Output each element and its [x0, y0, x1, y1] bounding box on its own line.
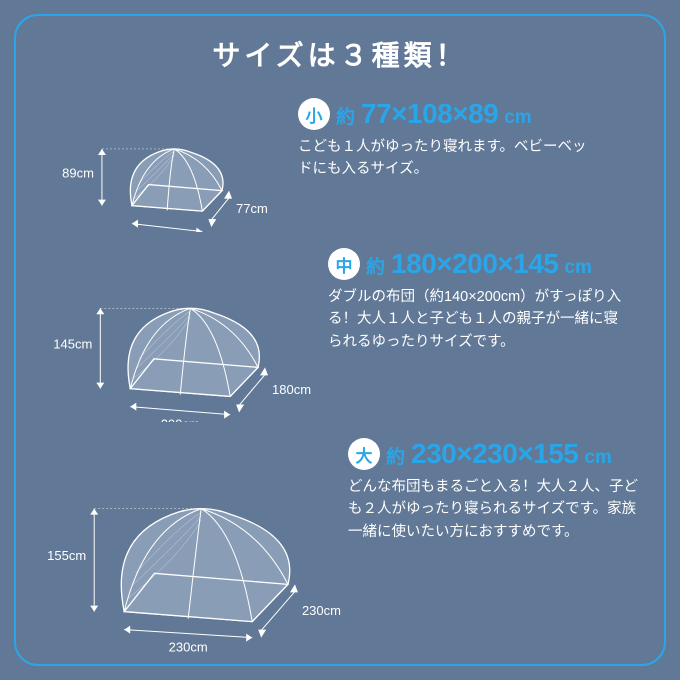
dimensions: 180×200×145: [391, 248, 558, 280]
title: サイズは３種類！: [38, 34, 642, 74]
size-badge: 大: [348, 438, 380, 470]
size-badge: 中: [328, 248, 360, 280]
approx-label: 約: [366, 252, 385, 279]
unit: cm: [564, 257, 591, 279]
diagram: 89cm108cm77cm: [38, 92, 298, 232]
unit: cm: [584, 447, 611, 469]
unit: cm: [504, 107, 531, 129]
tent-icon: 145cm 200cm 180cm: [38, 242, 328, 422]
svg-text:180cm: 180cm: [272, 382, 311, 397]
svg-text:230cm: 230cm: [169, 640, 208, 652]
size-row-1: 145cm 200cm 180cm 中 約180×200×145 cm ダブルの布団（…: [38, 242, 642, 422]
headline: 大 約230×230×155 cm: [348, 438, 642, 470]
svg-text:77cm: 77cm: [236, 201, 268, 216]
size-row-2: 155cm 230cm 230cm 大 約230×230×155 cm どんな布団もま…: [38, 432, 642, 652]
headline: 小 約77×108×89 cm: [298, 98, 642, 130]
svg-text:230cm: 230cm: [302, 603, 341, 618]
dimensions: 230×230×155: [411, 438, 578, 470]
approx-label: 約: [386, 442, 405, 469]
dimensions: 77×108×89: [361, 98, 498, 130]
tent-icon: 89cm108cm77cm: [38, 92, 298, 232]
size-badge: 小: [298, 98, 330, 130]
info: 中 約180×200×145 cm ダブルの布団（約140×200cm）がすっぽり…: [328, 242, 642, 353]
svg-text:145cm: 145cm: [53, 336, 92, 351]
svg-text:155cm: 155cm: [47, 548, 86, 563]
diagram: 155cm 230cm 230cm: [38, 432, 348, 652]
approx-label: 約: [336, 102, 355, 129]
frame: サイズは３種類！ 89cm108cm77cm 小 約77×108×89cm こど…: [14, 14, 666, 666]
description: どんな布団もまるごと入る！大人２人、子ども２人がゆったり寝られるサイズです。家族…: [348, 476, 642, 543]
diagram: 145cm 200cm 180cm: [38, 242, 328, 422]
size-row-0: 89cm108cm77cm 小 約77×108×89 cm こども１人がゆったり寝…: [38, 92, 642, 232]
info: 大 約230×230×155 cm どんな布団もまるごと入る！大人２人、子ども２人…: [348, 432, 642, 543]
info: 小 約77×108×89 cm こども１人がゆったり寝れます。ベビーベッドにも入る…: [298, 92, 642, 181]
description: こども１人がゆったり寝れます。ベビーベッドにも入るサイズ。: [298, 136, 598, 181]
headline: 中 約180×200×145 cm: [328, 248, 642, 280]
description: ダブルの布団（約140×200cm）がすっぽり入る！大人１人と子ども１人の親子が…: [328, 286, 628, 353]
tent-icon: 155cm 230cm 230cm: [38, 432, 348, 652]
svg-text:89cm: 89cm: [62, 165, 94, 180]
svg-text:200cm: 200cm: [161, 417, 200, 422]
